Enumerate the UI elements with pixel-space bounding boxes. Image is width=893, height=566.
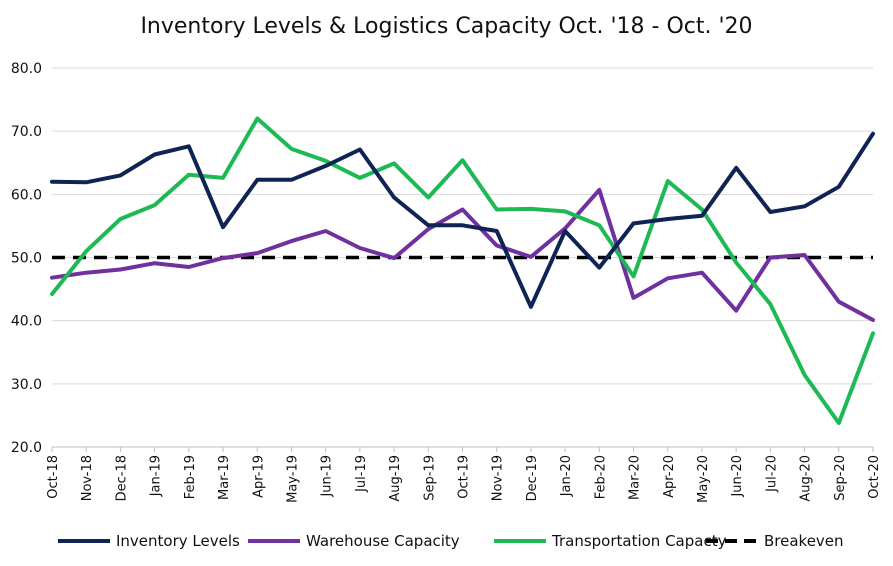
y-tick-label: 80.0 — [11, 61, 42, 77]
x-tick-label: Aug-20 — [799, 455, 814, 502]
x-tick-label: Jul-20 — [764, 455, 779, 493]
x-tick-label: Nov-18 — [80, 455, 95, 501]
y-tick-label: 70.0 — [11, 124, 42, 140]
x-tick-label: Oct-20 — [867, 455, 882, 499]
x-tick-label: May-20 — [696, 455, 711, 503]
x-tick-label: Feb-20 — [593, 455, 608, 499]
y-tick-label: 20.0 — [11, 440, 42, 456]
x-tick-label: Sep-20 — [833, 455, 848, 501]
series-line-inventory-levels — [50, 131, 875, 309]
x-tick-label: Sep-19 — [422, 455, 437, 501]
x-tick-label: Apr-20 — [662, 455, 677, 498]
legend-label: Inventory Levels — [116, 532, 240, 550]
x-tick-label: Aug-19 — [388, 455, 403, 502]
chart-title: Inventory Levels & Logistics Capacity Oc… — [140, 14, 753, 39]
x-tick-label: Jul-19 — [354, 455, 369, 493]
series-line-warehouse-capacity — [50, 187, 875, 322]
x-tick-label: Oct-18 — [46, 455, 61, 499]
y-tick-label: 50.0 — [11, 251, 42, 267]
legend-label: Breakeven — [764, 532, 844, 550]
x-tick-label: Dec-18 — [114, 455, 129, 501]
legend-label: Transportation Capacty — [551, 532, 727, 550]
legend-label: Warehouse Capacity — [306, 532, 460, 550]
x-tick-label: Mar-20 — [628, 455, 643, 500]
x-tick-label: Feb-19 — [183, 455, 198, 499]
x-tick-label: Jan-19 — [149, 455, 164, 497]
x-tick-label: Jun-19 — [320, 455, 335, 498]
x-tick-label: Apr-19 — [251, 455, 266, 498]
x-tick-label: Dec-19 — [525, 455, 540, 501]
y-tick-label: 60.0 — [11, 187, 42, 203]
x-tick-label: Jan-20 — [559, 455, 574, 497]
x-tick-label: Jun-20 — [730, 455, 745, 498]
x-tick-label: Oct-19 — [457, 455, 472, 499]
series-line-transportation-capacty — [50, 116, 875, 425]
x-tick-label: Nov-19 — [491, 455, 506, 501]
x-tick-label: May-19 — [285, 455, 300, 503]
x-tick-label: Mar-19 — [217, 455, 232, 500]
y-tick-label: 30.0 — [11, 377, 42, 393]
y-tick-label: 40.0 — [11, 314, 42, 330]
